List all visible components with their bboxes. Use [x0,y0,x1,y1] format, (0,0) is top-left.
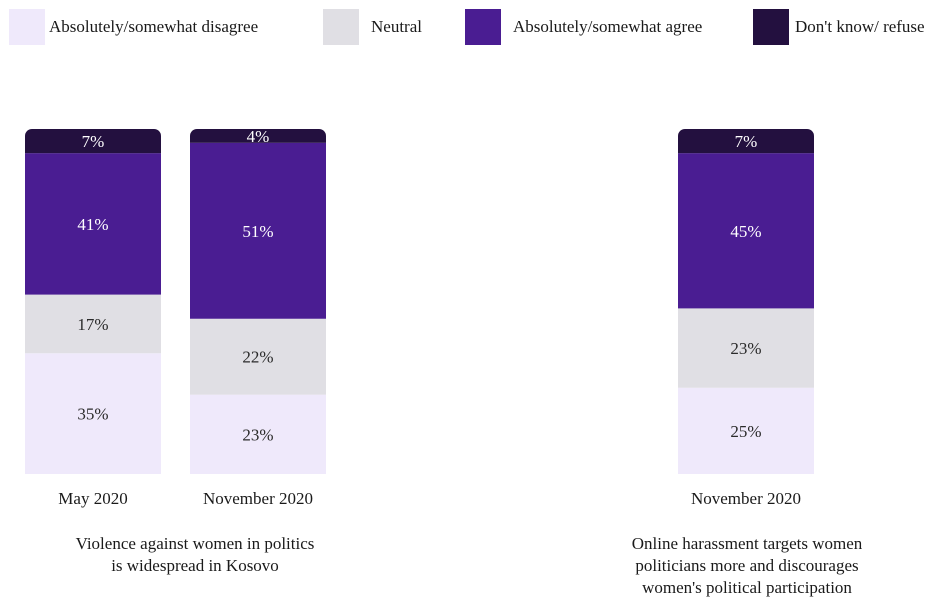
bar-value-label: 51% [242,222,273,241]
legend-swatch-dont-know [753,9,789,45]
bar-segment-agree [190,142,326,319]
group-title-online-harassment: Online harassment targets women politici… [582,533,912,599]
group-title-line: women's political participation [642,578,852,597]
bar-value-label: 35% [77,405,108,424]
bar-value-label: 23% [242,425,273,444]
bar-value-label: 17% [77,315,108,334]
bar-segment-neutral [678,308,814,388]
group-title-line: Online harassment targets women [631,534,863,553]
bar-value-label: 25% [730,422,761,441]
bar-value-label: 45% [730,222,761,241]
category-label: November 2020 [691,489,801,508]
group-title-violence: Violence against women in politics is wi… [30,533,360,577]
bar-segment-dont-know [190,129,326,143]
stacked-bar [678,129,814,474]
legend-label-dont-know: Don't know/ refuse [795,17,925,36]
bar-segment-neutral [190,318,326,395]
group-title-line: Violence against women in politics [75,534,315,553]
stacked-bar [25,129,161,474]
legend-label-neutral: Neutral [371,17,422,36]
legend-swatch-agree [465,9,501,45]
category-label: May 2020 [58,489,127,508]
bar-value-label: 7% [735,132,758,151]
bar-segment-disagree [190,394,326,474]
group-title-line: is widespread in Kosovo [111,556,279,575]
bar-value-label: 4% [247,127,270,146]
bar-segment-dont-know [678,129,814,154]
legend-swatch-disagree [9,9,45,45]
bar-segment-neutral [25,294,161,354]
legend: Absolutely/somewhat disagree Neutral Abs… [0,0,946,60]
legend-swatch-neutral [323,9,359,45]
bar-value-label: 7% [82,132,105,151]
bar-value-label: 23% [730,339,761,358]
bar-segment-agree [678,153,814,309]
legend-label-agree: Absolutely/somewhat agree [513,17,703,36]
category-label: November 2020 [203,489,313,508]
bar-value-label: 22% [242,348,273,367]
bar-segment-dont-know [25,129,161,154]
bar-segment-disagree [678,387,814,474]
legend-label-disagree: Absolutely/somewhat disagree [49,17,259,36]
group-title-line: politicians more and discourages [635,556,859,575]
bar-value-label: 41% [77,215,108,234]
bar-segment-agree [25,153,161,295]
bar-segment-disagree [25,353,161,474]
stacked-bar [190,129,326,474]
